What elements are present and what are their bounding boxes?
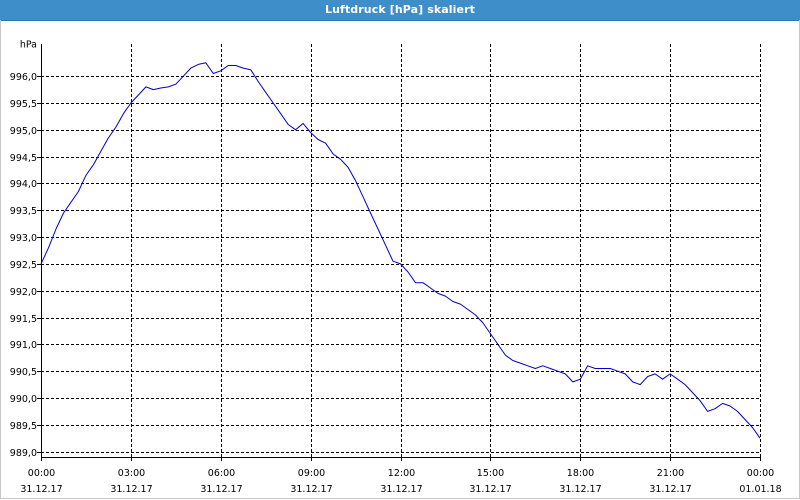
x-tick-time-label: 00:00	[747, 468, 774, 479]
y-tick-label: 995,0	[10, 126, 37, 137]
x-tick-time-label: 18:00	[567, 468, 594, 479]
y-tick-label: 990,0	[10, 394, 37, 405]
x-tick-date-label: 01.01.18	[739, 484, 781, 495]
y-tick-label: 994,5	[10, 153, 37, 164]
y-tick-label: 991,0	[10, 340, 37, 351]
y-tick-label: 996,0	[10, 72, 37, 83]
y-unit-label: hPa	[20, 40, 37, 51]
x-tick-date-label: 31.12.17	[20, 484, 62, 495]
chart-title: Luftdruck [hPa] skaliert	[325, 3, 475, 16]
x-tick-time-label: 12:00	[388, 468, 415, 479]
y-tick-label: 995,5	[10, 99, 37, 110]
x-tick-date-label: 31.12.17	[200, 484, 242, 495]
x-tick-date-label: 31.12.17	[380, 484, 422, 495]
plot-background	[41, 44, 760, 457]
chart-title-bar: Luftdruck [hPa] skaliert	[0, 0, 800, 21]
x-tick-time-label: 03:00	[118, 468, 145, 479]
y-tick-label: 991,5	[10, 314, 37, 325]
pressure-series-line	[40, 62, 761, 439]
x-tick-time-label: 21:00	[657, 468, 684, 479]
y-tick-label: 989,5	[10, 421, 37, 432]
y-tick-label: 993,0	[10, 233, 37, 244]
axes	[37, 44, 761, 461]
plot-area	[41, 44, 760, 457]
y-tick-label: 993,5	[10, 206, 37, 217]
x-tick-time-label: 15:00	[477, 468, 504, 479]
x-tick-date-label: 31.12.17	[290, 484, 332, 495]
y-tick-label: 990,5	[10, 367, 37, 378]
x-tick-date-label: 31.12.17	[559, 484, 601, 495]
x-tick-time-label: 06:00	[208, 468, 235, 479]
x-tick-date-label: 31.12.17	[469, 484, 511, 495]
y-tick-label: 994,0	[10, 179, 37, 190]
series-layer	[40, 62, 761, 439]
x-tick-time-label: 09:00	[298, 468, 325, 479]
x-tick-date-label: 31.12.17	[649, 484, 691, 495]
y-tick-label: 992,5	[10, 260, 37, 271]
y-tick-label: 992,0	[10, 287, 37, 298]
x-tick-date-label: 31.12.17	[110, 484, 152, 495]
y-tick-label: 989,0	[10, 448, 37, 459]
tick-labels: 989,0 989,5 990,0 990,5 991,0 991,5 992,0 992,5…	[10, 40, 782, 496]
x-tick-time-label: 00:00	[28, 468, 55, 479]
